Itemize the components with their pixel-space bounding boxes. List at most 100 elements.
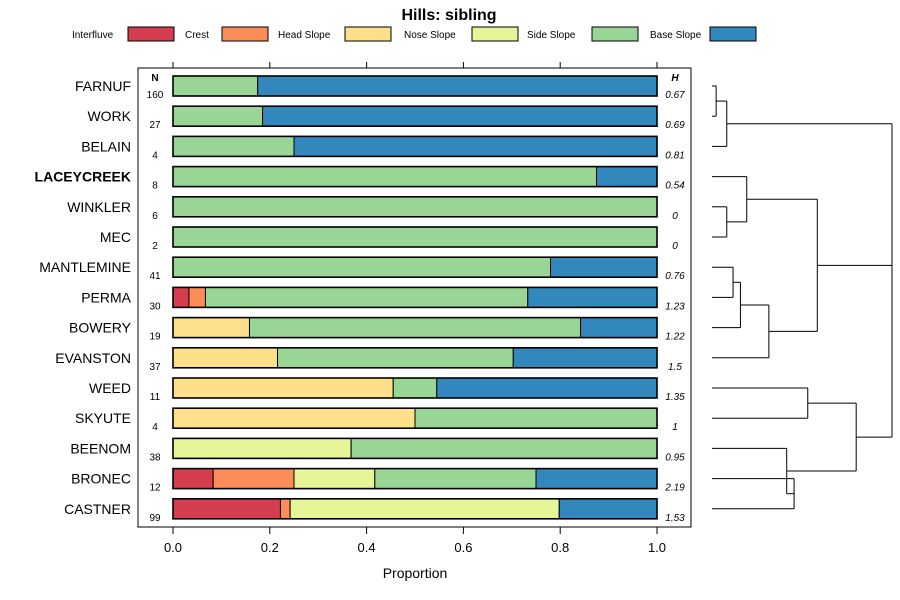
x-tick-label: 0.6 [454, 540, 472, 555]
n-value: 38 [149, 452, 161, 463]
bar-segment [172, 377, 394, 399]
bar-segment [172, 468, 214, 490]
legend-swatch [591, 26, 639, 42]
bar-segment [279, 498, 291, 520]
row-label: WINKLER [67, 199, 131, 215]
n-value: 2 [152, 241, 158, 252]
h-value: 0.67 [665, 90, 685, 101]
h-value: 0.95 [665, 452, 685, 463]
bar-segment [558, 498, 658, 520]
legend: Interfluve Crest Head Slope Nose Slope Side … [72, 26, 757, 42]
bar-row: LACEYCREEK 8 0.54 [35, 165, 685, 192]
bar-outline [172, 437, 658, 460]
n-value: 30 [149, 301, 161, 312]
bar-segment [414, 407, 658, 429]
bar-outline [172, 346, 658, 369]
h-value: 0 [672, 241, 678, 252]
x-tick-label: 0.2 [261, 540, 279, 555]
row-label: BRONEC [71, 471, 131, 487]
n-value: 37 [149, 362, 161, 373]
n-value: 27 [149, 120, 161, 131]
bar-segment [172, 105, 264, 127]
legend-label: Side Slope [527, 30, 576, 41]
n-column-header: N [151, 73, 158, 84]
x-tick-label: 0.8 [551, 540, 569, 555]
bar-segment [212, 468, 295, 490]
bar-segment [580, 317, 658, 339]
h-value: 1.22 [665, 332, 685, 343]
bar-segment [550, 256, 658, 278]
legend-label: Base Slope [650, 30, 702, 41]
bar-row: SKYUTE 4 1 [75, 407, 678, 433]
bar-row: FARNUF 160 0.67 [75, 75, 685, 101]
bar-outline [172, 407, 658, 430]
bar-segment [204, 286, 529, 308]
n-value: 11 [150, 392, 161, 403]
h-value: 1.53 [665, 513, 685, 524]
bar-segment [172, 166, 597, 188]
bar-row: BEENOM 38 0.95 [70, 437, 685, 463]
bar-segment [248, 317, 582, 339]
bar-outline [172, 286, 658, 309]
x-tick-label: 1.0 [648, 540, 666, 555]
bar-segment [172, 286, 190, 308]
bar-row: CASTNER 99 1.53 [64, 497, 685, 524]
row-label: SKYUTE [75, 410, 131, 426]
h-value: 1.5 [668, 362, 682, 373]
n-value: 12 [149, 483, 161, 494]
h-value: 1.35 [665, 392, 685, 403]
bar-outline [172, 196, 658, 218]
chart-title: Hills: sibling [401, 7, 496, 24]
h-value: 0.69 [665, 120, 685, 131]
bar-row: BRONEC 12 2.19 [71, 467, 685, 494]
bar-segment [172, 75, 259, 97]
bar-segment [172, 407, 416, 429]
h-value: 0 [672, 211, 678, 222]
row-label: BELAIN [81, 138, 131, 154]
bar-outline [172, 497, 658, 520]
legend-label: Head Slope [278, 30, 331, 41]
bar-segment [527, 286, 658, 308]
h-column-header: H [671, 73, 679, 84]
n-value: 99 [149, 513, 161, 524]
bar-row: EVANSTON 37 1.5 [55, 346, 682, 373]
bar-row: BOWERY 19 1.22 [69, 316, 685, 343]
bar-segment [293, 468, 376, 490]
row-label: BOWERY [69, 320, 132, 336]
bar-row: BELAIN 4 0.81 [81, 135, 685, 161]
bar-row: WEED 11 1.35 [89, 377, 685, 403]
legend-label: Crest [185, 30, 209, 41]
row-label: PERMA [81, 289, 131, 305]
row-label: MEC [100, 229, 131, 245]
bar-outline [172, 165, 658, 188]
row-label: WORK [87, 108, 131, 124]
dendrogram [712, 85, 893, 510]
plot-frame [137, 67, 692, 528]
bar-outline [172, 316, 658, 339]
h-value: 2.19 [664, 483, 685, 494]
bar-segment [392, 377, 438, 399]
bar-outline [172, 135, 658, 158]
legend-swatch [221, 26, 269, 42]
n-value: 19 [149, 332, 161, 343]
row-label: WEED [89, 380, 131, 396]
legend-swatch [127, 26, 175, 42]
row-label: BEENOM [70, 440, 131, 456]
n-value: 6 [152, 211, 158, 222]
bar-segment [293, 135, 658, 157]
x-tick-label: 0.0 [164, 540, 182, 555]
bar-segment [535, 468, 658, 490]
legend-swatch [471, 26, 519, 42]
bar-segment [512, 347, 658, 369]
bar-segment [172, 347, 279, 369]
bar-segment [172, 317, 250, 339]
bar-outline [172, 226, 658, 248]
row-label: EVANSTON [55, 350, 131, 366]
bar-segment [596, 166, 658, 188]
bar-outline [172, 467, 658, 490]
bar-segment [172, 256, 552, 278]
x-axis-label: Proportion [383, 565, 448, 581]
row-label: FARNUF [75, 78, 131, 94]
